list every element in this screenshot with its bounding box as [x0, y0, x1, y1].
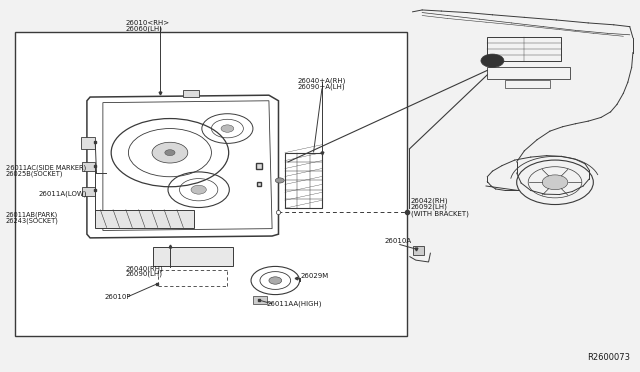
- Circle shape: [275, 178, 284, 183]
- Text: 26029M: 26029M: [301, 273, 329, 279]
- Text: 26090(LH): 26090(LH): [125, 271, 162, 278]
- Bar: [83, 162, 95, 171]
- Bar: [182, 90, 198, 97]
- Bar: [487, 37, 561, 61]
- Circle shape: [269, 277, 282, 284]
- Bar: [83, 187, 95, 196]
- Circle shape: [542, 175, 568, 190]
- Circle shape: [152, 142, 188, 163]
- Bar: [95, 210, 194, 228]
- Text: 26011AB(PARK): 26011AB(PARK): [6, 212, 58, 218]
- Circle shape: [165, 150, 175, 155]
- Text: 26010A: 26010A: [385, 238, 412, 244]
- Bar: [153, 247, 232, 266]
- Bar: [285, 153, 322, 208]
- Text: 26010<RH>: 26010<RH>: [125, 20, 170, 26]
- Bar: [253, 296, 267, 304]
- Text: 26011AA(HIGH): 26011AA(HIGH): [266, 301, 322, 307]
- Bar: [487, 67, 570, 78]
- Text: 26042(RH): 26042(RH): [411, 198, 448, 204]
- Text: (WITH BRACKET): (WITH BRACKET): [411, 210, 468, 217]
- Bar: [413, 246, 424, 254]
- Text: 26060(LH): 26060(LH): [125, 26, 162, 32]
- Text: R2600073: R2600073: [587, 353, 630, 362]
- Text: 26011AC(SIDE MARKER): 26011AC(SIDE MARKER): [6, 165, 86, 171]
- Text: 26040+A(RH): 26040+A(RH): [298, 77, 346, 84]
- Text: 26090+A(LH): 26090+A(LH): [298, 84, 345, 90]
- Text: 26010P: 26010P: [104, 294, 131, 300]
- Circle shape: [191, 185, 206, 194]
- Text: 26011A(LOW): 26011A(LOW): [39, 190, 88, 197]
- Text: 26092(LH): 26092(LH): [411, 204, 447, 211]
- Bar: [505, 80, 550, 88]
- Circle shape: [221, 125, 234, 132]
- Circle shape: [481, 54, 504, 67]
- Text: 26025B(SOCKET): 26025B(SOCKET): [6, 171, 63, 177]
- Bar: [15, 32, 408, 336]
- Bar: [81, 137, 95, 149]
- Text: 26040(RH): 26040(RH): [125, 265, 163, 272]
- Text: 26243(SOCKET): 26243(SOCKET): [6, 218, 59, 224]
